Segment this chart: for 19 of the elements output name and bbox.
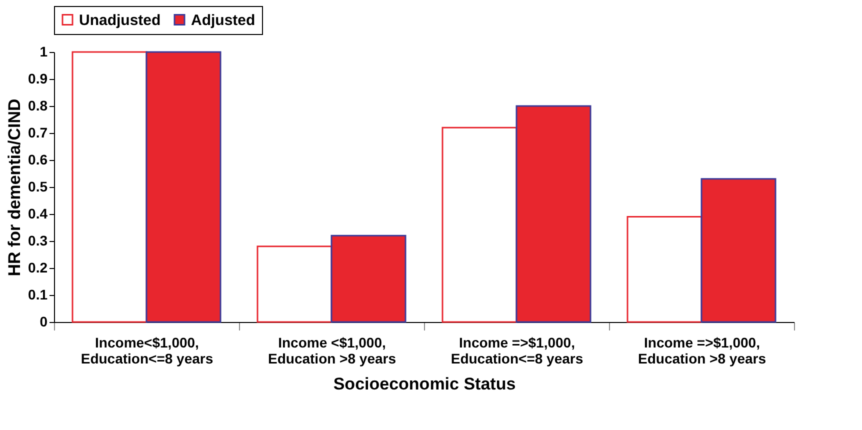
y-tick-label: 0.6	[28, 152, 48, 168]
x-axis-title: Socioeconomic Status	[333, 374, 516, 394]
legend-label: Unadjusted	[79, 12, 161, 29]
y-tick-label: 0.3	[28, 232, 48, 248]
legend-label: Adjusted	[191, 12, 256, 29]
x-tick-label: Income =>$1,000, Education<=8 years	[450, 334, 584, 366]
x-tick-label: Income<$1,000, Education<=8 years	[80, 334, 214, 366]
y-tick-label: 0.7	[28, 124, 48, 140]
x-tick-label: Income <$1,000, Education >8 years	[268, 334, 396, 366]
y-tick-label: 0.2	[28, 260, 48, 276]
y-tick-label: 0.4	[28, 206, 48, 222]
y-tick-label: 1	[40, 44, 48, 60]
y-tick-label: 0.9	[28, 70, 48, 86]
y-tick-label: 0.1	[28, 286, 48, 302]
y-tick-label: 0.8	[28, 98, 48, 114]
y-tick-label: 0.5	[28, 178, 48, 194]
y-axis-title: HR for dementia/CIND	[5, 98, 24, 276]
x-tick-label: Income =>$1,000, Education >8 years	[638, 334, 766, 366]
y-tick-label: 0	[40, 314, 48, 330]
